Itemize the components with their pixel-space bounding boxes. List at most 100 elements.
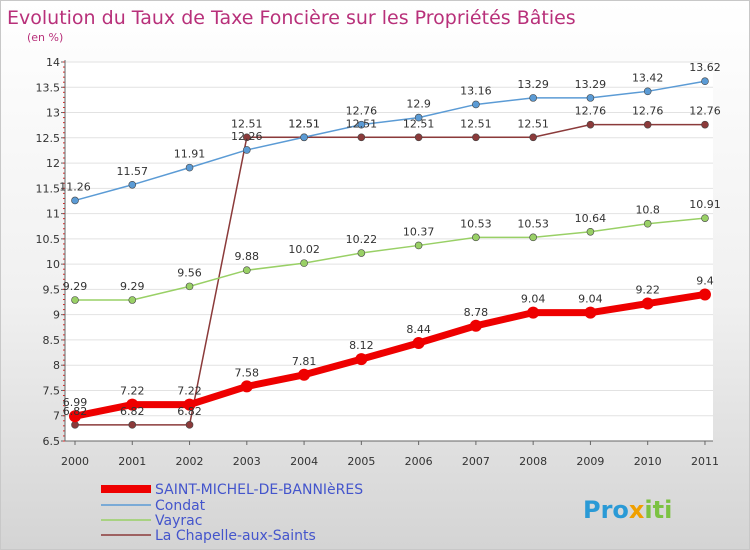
data-label-series-1: 13.16 [460, 84, 492, 97]
series-2-point [701, 214, 709, 222]
series-2-point [643, 219, 652, 228]
data-label-series-2: 10.37 [403, 225, 435, 238]
series-line-2 [75, 217, 706, 301]
data-label-series-1: 13.42 [632, 71, 664, 84]
y-tick-label: 13 [46, 107, 60, 120]
data-label-series-3: 12.76 [575, 105, 607, 118]
data-label-series-0: 6.99 [63, 396, 88, 409]
series-1-point [357, 120, 366, 129]
data-label-series-0: 9.04 [521, 293, 546, 306]
legend-label-3: La Chapelle-aux-Saints [155, 528, 316, 544]
legend-label-0: SAINT-MICHEL-DE-BANNIèRES [155, 482, 363, 498]
y-tick-label: 9 [53, 309, 60, 322]
series-1-point [128, 180, 137, 189]
data-label-series-3: 12.51 [231, 117, 263, 130]
y-tick-label: 13.5 [36, 81, 61, 94]
x-tick-label: 2005 [347, 455, 375, 468]
data-label-series-3: 12.76 [689, 105, 721, 118]
data-label-series-0: 7.22 [177, 385, 202, 398]
legend-label-2: Vayrac [155, 513, 202, 529]
data-label-series-2: 10.8 [635, 204, 660, 217]
x-tick-label: 2006 [405, 455, 433, 468]
series-1-point [586, 94, 595, 102]
y-tick-label: 10.5 [36, 233, 61, 246]
series-1-point [701, 77, 709, 86]
series-3-point [472, 133, 480, 142]
series-2-point [243, 266, 251, 274]
data-label-series-3: 6.82 [120, 405, 145, 418]
y-tick-label: 11.5 [36, 182, 61, 195]
data-label-layer: 6.99 7.22 7.22 7.58 7.81 8.12 8.44 8.78 9.04 9.04… [59, 61, 720, 418]
data-label-series-0: 8.44 [406, 323, 431, 336]
series-2-point [472, 233, 480, 242]
y-tick-label: 6.5 [43, 435, 61, 448]
data-label-series-1: 12.76 [346, 105, 378, 118]
series-0-point [126, 398, 139, 411]
data-label-series-3: 6.82 [177, 405, 202, 418]
series-3-point [643, 120, 652, 129]
series-layer [69, 77, 711, 429]
series-3-point [128, 421, 137, 429]
series-3-point [414, 133, 423, 142]
y-tick-label: 14 [46, 56, 60, 69]
x-tick-label: 2000 [61, 455, 89, 468]
series-3-point [701, 120, 709, 129]
data-label-series-1: 13.29 [517, 78, 549, 91]
series-0-point [298, 368, 311, 381]
data-label-series-3: 6.82 [63, 405, 88, 418]
data-label-series-0: 8.78 [464, 306, 489, 319]
series-2-point [357, 249, 366, 257]
series-1-point [529, 94, 537, 102]
data-label-series-1: 11.57 [117, 165, 149, 178]
x-tick-label: 2004 [290, 455, 318, 468]
data-label-series-2: 10.91 [689, 198, 721, 211]
series-line-0 [74, 290, 706, 420]
data-label-series-3: 12.51 [403, 117, 435, 130]
data-label-series-0: 9.4 [696, 274, 714, 287]
logo-part-1: Pro [583, 496, 629, 524]
series-line-3 [75, 123, 705, 426]
series-1-point [414, 113, 423, 122]
series-1-point [300, 133, 308, 142]
data-label-series-2: 9.29 [63, 280, 88, 293]
data-label-series-0: 7.22 [120, 385, 145, 398]
logo-part-2: x [629, 496, 645, 524]
y-tick-label: 7 [53, 410, 60, 423]
x-tick-label: 2003 [233, 455, 261, 468]
data-label-series-1: 12.51 [288, 117, 320, 130]
series-0-point [240, 380, 253, 393]
legend: SAINT-MICHEL-DE-BANNIèRESCondatVayracLa … [101, 482, 363, 544]
legend-label-1: Condat [155, 498, 206, 514]
series-3-point [357, 133, 366, 142]
series-0-point [183, 398, 196, 411]
y-tick-label: 9.5 [43, 283, 61, 296]
series-3-point [243, 133, 251, 142]
series-3-point [71, 421, 79, 429]
y-tick-label: 10 [46, 258, 60, 271]
series-0-point [469, 319, 482, 332]
series-0-point [527, 306, 540, 319]
data-label-series-1: 13.29 [575, 78, 607, 91]
logo-part-3: iti [644, 496, 672, 524]
data-label-series-3: 12.76 [632, 105, 664, 118]
y-tick-label: 12 [46, 157, 60, 170]
series-3-point [185, 421, 194, 429]
chart-subtitle: (en %) [27, 31, 63, 44]
data-label-series-2: 10.02 [288, 243, 320, 256]
series-2-point [128, 296, 137, 304]
data-label-series-1: 11.91 [174, 148, 206, 161]
x-tick-label: 2002 [176, 455, 204, 468]
series-3-point [586, 120, 595, 129]
data-label-series-0: 9.22 [635, 284, 660, 297]
x-tick-label: 2010 [634, 455, 662, 468]
series-1-point [185, 163, 194, 172]
series-0-point [355, 353, 368, 366]
chart-title: Evolution du Taux de Taxe Foncière sur l… [7, 7, 576, 29]
series-2-point [586, 227, 595, 236]
series-0-point [698, 288, 711, 301]
data-label-series-0: 9.04 [578, 293, 603, 306]
data-label-series-0: 7.58 [235, 366, 260, 379]
data-label-series-1: 11.26 [59, 180, 91, 193]
